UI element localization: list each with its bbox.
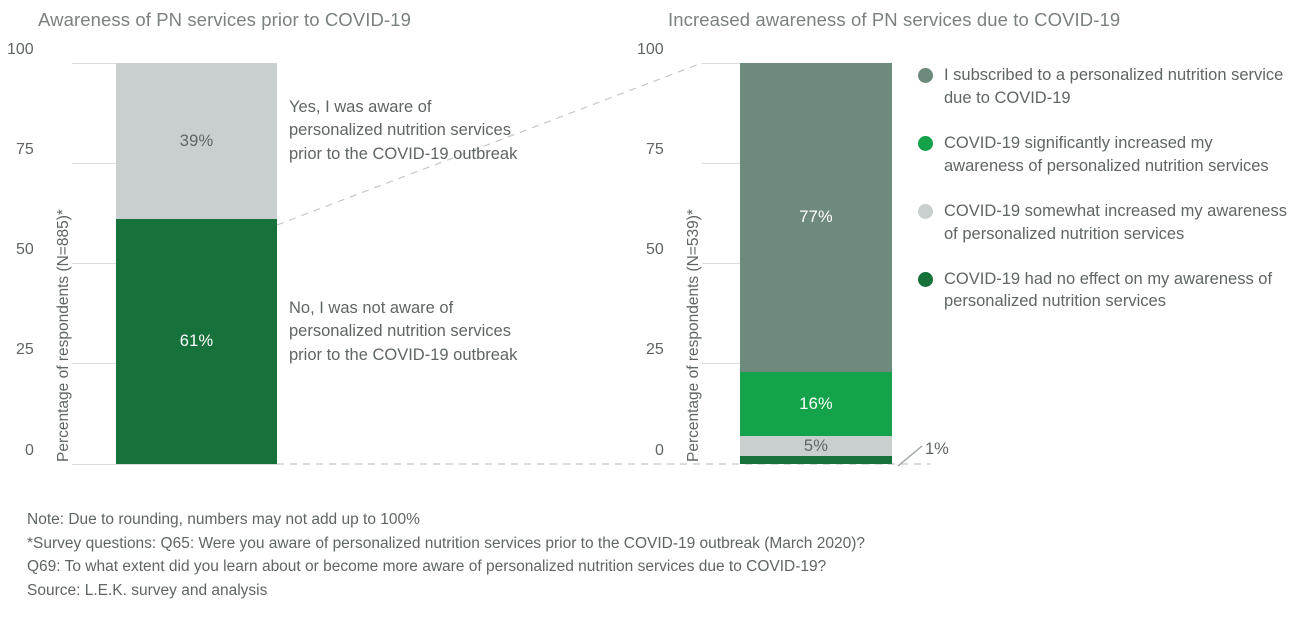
left-segment-not-aware[interactable]: 61%	[116, 219, 277, 464]
right-segment-significantly[interactable]: 16%	[740, 371, 892, 436]
right-segment-no-effect-label: 1%	[925, 440, 949, 458]
left-y-axis-label: Percentage of respondents (N=885)*	[55, 209, 72, 462]
one-percent-leader	[897, 445, 923, 467]
right-segment-subscribed-label: 77%	[799, 208, 833, 227]
footnote-source: Source: L.E.K. survey and analysis	[27, 582, 268, 600]
footnote-q69: Q69: To what extent did you learn about …	[27, 558, 827, 576]
legend-item-subscribed[interactable]: I subscribed to a personalized nutrition…	[918, 64, 1290, 110]
right-segment-somewhat-label: 5%	[803, 436, 829, 455]
right-tick-25: 25	[646, 341, 664, 358]
right-tick-100: 100	[637, 41, 664, 58]
legend-item-somewhat[interactable]: COVID-19 somewhat increased my awareness…	[918, 200, 1290, 246]
right-segment-subscribed[interactable]: 77%	[740, 63, 892, 372]
legend-label-somewhat: COVID-19 somewhat increased my awareness…	[944, 201, 1287, 243]
right-tick-75: 75	[646, 141, 664, 158]
legend-label-significantly: COVID-19 significantly increased my awar…	[944, 133, 1269, 175]
legend-dot-no-effect-icon	[918, 271, 933, 287]
right-segment-no-effect[interactable]	[740, 456, 892, 464]
right-tick-50: 50	[646, 241, 664, 258]
legend-dot-subscribed-icon	[918, 68, 933, 83]
right-tick-0: 0	[655, 442, 664, 459]
left-chart-title: Awareness of PN services prior to COVID-…	[38, 9, 411, 30]
gridline-0	[72, 464, 277, 465]
left-stacked-bar[interactable]: 39% 61%	[116, 63, 277, 464]
legend-dot-somewhat-icon	[918, 203, 933, 219]
footnotes: Note: Due to rounding, numbers may not a…	[27, 508, 865, 603]
footnote-q65: *Survey questions: Q65: Were you aware o…	[27, 534, 865, 552]
legend-dot-significantly-icon	[918, 135, 933, 151]
left-tick-100: 100	[7, 41, 34, 58]
left-segment-not-aware-label: 61%	[179, 332, 214, 351]
callout-aware-yes: Yes, I was aware of personalized nutriti…	[289, 98, 518, 163]
left-tick-0: 0	[25, 442, 34, 459]
left-segment-aware[interactable]: 39%	[116, 63, 277, 220]
legend-label-subscribed: I subscribed to a personalized nutrition…	[944, 66, 1284, 107]
legend-item-no-effect[interactable]: COVID-19 had no effect on my awareness o…	[918, 268, 1290, 314]
left-plot-area: 100 75 50 25 0 39% 61%	[7, 41, 277, 465]
left-tick-75: 75	[16, 141, 34, 158]
right-segment-somewhat[interactable]: 5%	[740, 436, 892, 456]
left-segment-aware-label: 39%	[179, 131, 214, 150]
right-y-axis-label: Percentage of respondents (N=539)*	[685, 209, 702, 462]
left-tick-25: 25	[16, 341, 34, 358]
legend: I subscribed to a personalized nutrition…	[918, 64, 1290, 335]
legend-label-no-effect: COVID-19 had no effect on my awareness o…	[944, 269, 1273, 311]
right-stacked-bar[interactable]: 77% 16% 5%	[740, 63, 892, 464]
callout-aware-no: No, I was not aware of personalized nutr…	[289, 299, 518, 364]
right-plot-area: 100 75 50 25 0 77% 16% 5%	[637, 41, 892, 464]
footnote-note: Note: Due to rounding, numbers may not a…	[27, 511, 420, 528]
right-segment-significantly-label: 16%	[799, 394, 833, 413]
legend-item-significantly[interactable]: COVID-19 significantly increased my awar…	[918, 132, 1290, 178]
right-chart-title: Increased awareness of PN services due t…	[668, 9, 1121, 30]
left-tick-50: 50	[16, 241, 34, 258]
